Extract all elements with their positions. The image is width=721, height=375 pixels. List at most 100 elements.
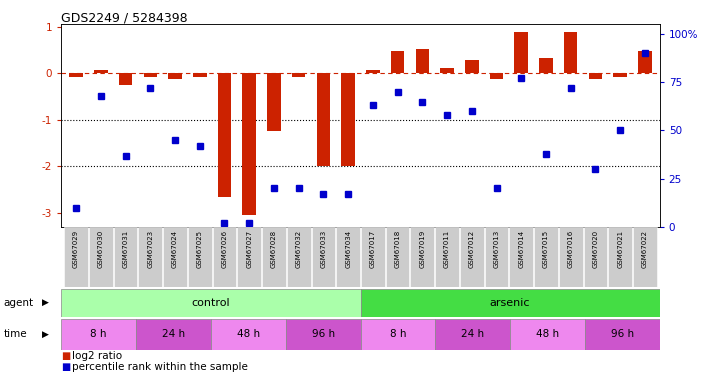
Text: GSM67020: GSM67020	[593, 230, 598, 268]
Text: GSM67028: GSM67028	[271, 230, 277, 268]
Bar	[509, 227, 533, 287]
Bar	[213, 227, 236, 287]
Bar	[89, 227, 112, 287]
Bar	[143, 73, 157, 77]
Bar	[588, 73, 602, 79]
Bar	[267, 73, 280, 132]
Text: 96 h: 96 h	[311, 329, 335, 339]
Bar	[559, 227, 583, 287]
Bar	[237, 227, 261, 287]
Bar	[490, 73, 503, 79]
Bar	[410, 227, 434, 287]
Text: 96 h: 96 h	[611, 329, 634, 339]
Text: GSM67027: GSM67027	[247, 230, 252, 268]
Bar	[435, 319, 510, 350]
Text: GSM67018: GSM67018	[394, 230, 401, 268]
Bar	[515, 32, 528, 73]
Bar	[317, 73, 330, 166]
Bar	[242, 73, 256, 215]
Text: ▶: ▶	[42, 298, 49, 307]
Text: GSM67021: GSM67021	[617, 230, 623, 268]
Text: GSM67023: GSM67023	[147, 230, 154, 268]
Bar	[211, 319, 286, 350]
Bar	[415, 49, 429, 73]
Text: GSM67032: GSM67032	[296, 230, 301, 268]
Text: GSM67024: GSM67024	[172, 230, 178, 268]
Bar	[614, 73, 627, 77]
Bar	[218, 73, 231, 196]
Text: agent: agent	[4, 298, 34, 308]
Bar	[61, 289, 360, 317]
Text: GDS2249 / 5284398: GDS2249 / 5284398	[61, 11, 188, 24]
Bar	[638, 51, 652, 73]
Text: ■: ■	[61, 351, 71, 361]
Text: GSM67033: GSM67033	[320, 230, 327, 268]
Bar	[292, 73, 306, 77]
Bar	[366, 69, 380, 73]
Bar	[360, 289, 660, 317]
Bar	[360, 319, 435, 350]
Text: ▶: ▶	[42, 330, 49, 339]
Text: GSM67030: GSM67030	[98, 230, 104, 268]
Bar	[585, 319, 660, 350]
Bar	[441, 68, 454, 73]
Text: 8 h: 8 h	[389, 329, 406, 339]
Bar	[609, 227, 632, 287]
Text: GSM67034: GSM67034	[345, 230, 351, 268]
Text: GSM67026: GSM67026	[221, 230, 228, 268]
Text: GSM67013: GSM67013	[493, 230, 500, 268]
Bar	[311, 227, 335, 287]
Bar	[262, 227, 286, 287]
Bar	[361, 227, 385, 287]
Text: arsenic: arsenic	[490, 298, 531, 308]
Text: 8 h: 8 h	[90, 329, 107, 339]
Text: time: time	[4, 329, 27, 339]
Bar	[341, 73, 355, 166]
Bar	[435, 227, 459, 287]
Bar	[386, 227, 410, 287]
Bar	[119, 73, 133, 85]
Bar	[163, 227, 187, 287]
Bar	[69, 73, 83, 76]
Bar	[286, 319, 360, 350]
Bar	[193, 73, 206, 77]
Text: GSM67015: GSM67015	[543, 230, 549, 268]
Bar	[583, 227, 607, 287]
Text: GSM67017: GSM67017	[370, 230, 376, 268]
Bar	[391, 51, 404, 73]
Text: GSM67031: GSM67031	[123, 230, 128, 268]
Bar	[336, 227, 360, 287]
Text: GSM67016: GSM67016	[567, 230, 574, 268]
Bar	[539, 58, 553, 73]
Text: 24 h: 24 h	[162, 329, 185, 339]
Bar	[534, 227, 558, 287]
Text: control: control	[192, 298, 230, 308]
Text: GSM67029: GSM67029	[73, 230, 79, 268]
Bar	[64, 227, 88, 287]
Text: GSM67025: GSM67025	[197, 230, 203, 268]
Bar	[564, 32, 578, 73]
Bar	[136, 319, 211, 350]
Text: percentile rank within the sample: percentile rank within the sample	[72, 362, 248, 372]
Bar	[188, 227, 212, 287]
Text: log2 ratio: log2 ratio	[72, 351, 123, 361]
Text: GSM67022: GSM67022	[642, 230, 648, 268]
Text: 48 h: 48 h	[236, 329, 260, 339]
Bar	[465, 60, 479, 73]
Text: GSM67011: GSM67011	[444, 230, 450, 268]
Bar	[633, 227, 657, 287]
Text: 24 h: 24 h	[461, 329, 485, 339]
Bar	[138, 227, 162, 287]
Bar	[114, 227, 138, 287]
Bar	[61, 319, 136, 350]
Text: GSM67014: GSM67014	[518, 230, 524, 268]
Text: GSM67012: GSM67012	[469, 230, 474, 268]
Bar	[460, 227, 484, 287]
Bar	[510, 319, 585, 350]
Text: 48 h: 48 h	[536, 329, 559, 339]
Bar	[485, 227, 508, 287]
Bar	[94, 69, 107, 73]
Text: ■: ■	[61, 362, 71, 372]
Bar	[168, 73, 182, 79]
Text: GSM67019: GSM67019	[420, 230, 425, 268]
